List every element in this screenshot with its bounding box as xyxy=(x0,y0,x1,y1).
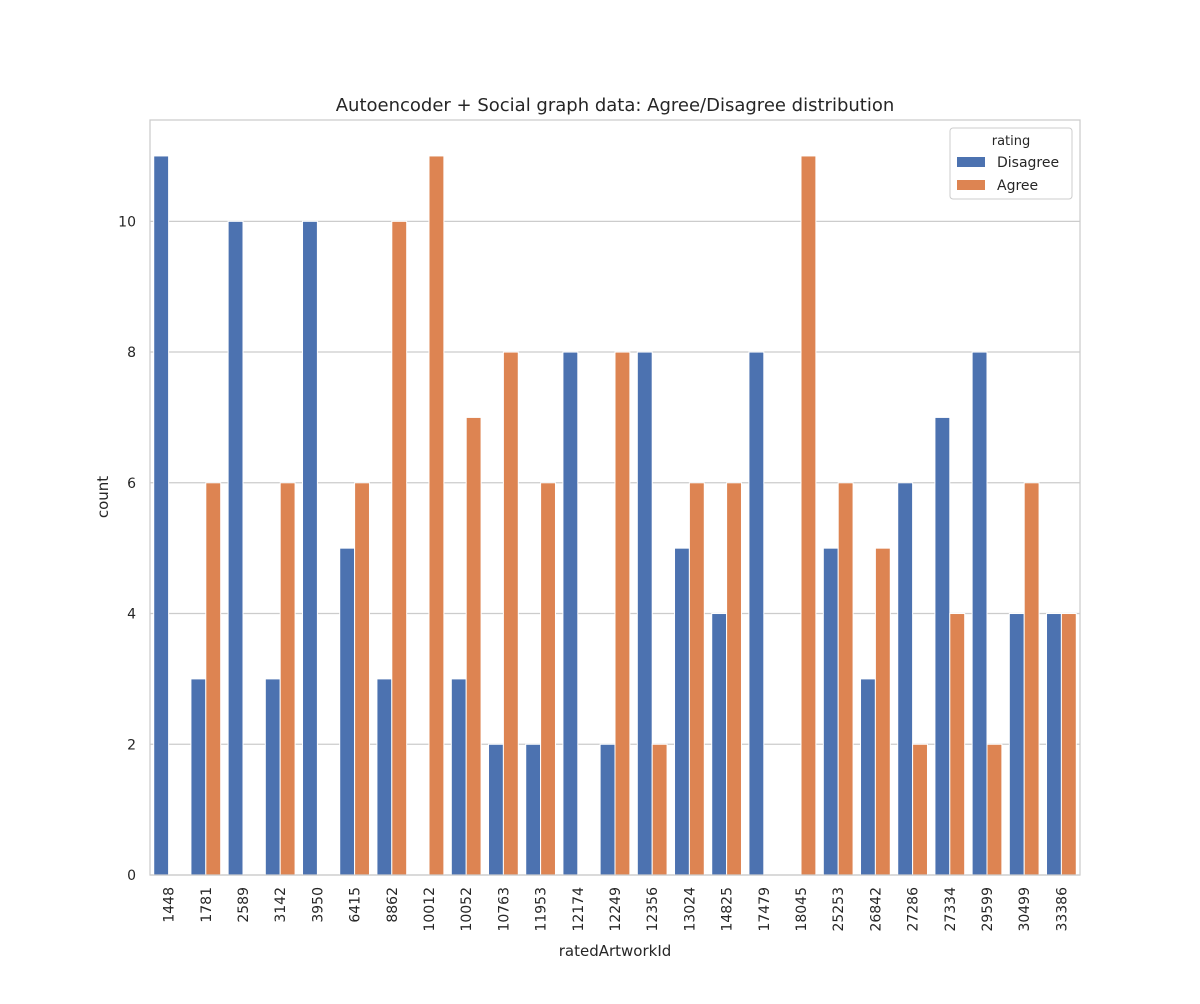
bar-agree-25253 xyxy=(837,482,854,876)
x-tick-label: 2589 xyxy=(236,887,252,923)
bar-disagree-14825 xyxy=(711,613,728,876)
bar-disagree-2589 xyxy=(227,220,244,876)
bar-agree-27286 xyxy=(912,743,928,876)
x-tick-label: 10052 xyxy=(459,887,475,932)
bar-agree-10763 xyxy=(502,351,519,876)
y-tick-label: 8 xyxy=(127,345,136,361)
bar-disagree-8862 xyxy=(376,678,393,876)
bar-disagree-26842 xyxy=(860,678,876,876)
bar-disagree-10763 xyxy=(488,743,504,876)
x-tick-label: 17479 xyxy=(757,887,773,932)
x-tick-label: 1448 xyxy=(162,887,178,923)
bar-agree-29599 xyxy=(986,743,1003,876)
chart-title: Autoencoder + Social graph data: Agree/D… xyxy=(336,95,895,116)
bar-disagree-30499 xyxy=(1008,613,1025,876)
bar-agree-6415 xyxy=(354,482,370,876)
bar-disagree-1781 xyxy=(190,678,207,876)
bar-agree-14825 xyxy=(726,482,742,876)
legend: rating Disagree Agree xyxy=(949,127,1073,200)
x-tick-label: 25253 xyxy=(831,887,847,932)
legend-label-agree: Agree xyxy=(997,178,1038,194)
bar-disagree-11953 xyxy=(525,743,542,876)
bar-disagree-12174 xyxy=(562,351,579,876)
x-tick-label: 11953 xyxy=(534,887,550,932)
legend-entries: Disagree Agree xyxy=(957,155,1059,194)
x-tick-label: 33386 xyxy=(1054,887,1070,932)
x-tick-label: 13024 xyxy=(682,887,698,932)
x-tick-label: 3950 xyxy=(310,887,326,923)
bar-agree-1781 xyxy=(205,482,222,876)
x-tick-label: 18045 xyxy=(794,887,810,932)
bar-disagree-17479 xyxy=(748,351,765,876)
y-tick-label: 6 xyxy=(127,476,136,492)
x-tick-label: 6415 xyxy=(348,887,364,923)
bar-agree-27334 xyxy=(949,613,966,876)
bar-agree-33386 xyxy=(1060,613,1077,876)
x-tick-labels: 1448 1781 2589 3142 3950 6415 8862 10012 10052 10… xyxy=(162,887,1071,932)
x-tick-label: 1781 xyxy=(199,887,215,923)
y-tick-label: 2 xyxy=(127,737,136,753)
bar-disagree-29599 xyxy=(971,351,988,876)
x-tick-label: 12174 xyxy=(571,887,587,932)
y-tick-label: 4 xyxy=(127,607,136,623)
x-tick-label: 27334 xyxy=(943,887,959,932)
bar-disagree-10052 xyxy=(450,678,467,876)
bar-agree-30499 xyxy=(1023,482,1040,876)
bar-disagree-3142 xyxy=(264,678,281,876)
bar-agree-11953 xyxy=(540,482,556,876)
bar-disagree-12356 xyxy=(636,351,653,876)
y-tick-label: 0 xyxy=(127,868,136,884)
bar-agree-13024 xyxy=(688,482,705,876)
bar-agree-12249 xyxy=(614,351,631,876)
bar-disagree-33386 xyxy=(1046,613,1062,876)
bar-disagree-12249 xyxy=(599,743,616,876)
bar-disagree-1448 xyxy=(153,155,170,876)
bar-disagree-25253 xyxy=(822,547,839,876)
x-tick-label: 8862 xyxy=(385,887,401,923)
x-tick-label: 27286 xyxy=(906,887,922,932)
x-tick-label: 12356 xyxy=(645,887,661,932)
x-tick-label: 12249 xyxy=(608,887,624,932)
bar-disagree-3950 xyxy=(302,220,318,876)
bar-agree-12356 xyxy=(651,743,668,876)
x-tick-label: 30499 xyxy=(1017,887,1033,932)
bar-agree-10012 xyxy=(428,155,445,876)
x-tick-label: 3142 xyxy=(273,887,289,923)
bar-disagree-13024 xyxy=(674,547,690,876)
y-axis-label: count xyxy=(94,476,112,518)
x-tick-label: 10763 xyxy=(496,887,512,932)
x-tick-label: 26842 xyxy=(868,887,884,932)
x-tick-label: 29599 xyxy=(980,887,996,932)
bar-agree-26842 xyxy=(874,547,891,876)
bar-disagree-27334 xyxy=(934,416,951,876)
bar-agree-18045 xyxy=(800,155,817,876)
x-tick-label: 14825 xyxy=(720,887,736,932)
y-tick-label: 10 xyxy=(118,214,136,230)
legend-swatch-disagree xyxy=(957,157,985,167)
legend-label-disagree: Disagree xyxy=(997,155,1059,171)
bar-agree-8862 xyxy=(391,220,408,876)
legend-swatch-agree xyxy=(957,180,985,190)
bar-disagree-6415 xyxy=(339,547,356,876)
bar-disagree-27286 xyxy=(897,482,914,876)
legend-title: rating xyxy=(992,134,1031,149)
bar-agree-10052 xyxy=(465,416,482,876)
x-tick-label: 10012 xyxy=(422,887,438,932)
bars xyxy=(153,155,1077,876)
y-tick-labels: 0 2 4 6 8 10 xyxy=(118,214,136,884)
x-axis-label: ratedArtworkId xyxy=(559,942,672,960)
plot-frame xyxy=(149,119,1081,876)
bar-agree-3142 xyxy=(279,482,296,876)
